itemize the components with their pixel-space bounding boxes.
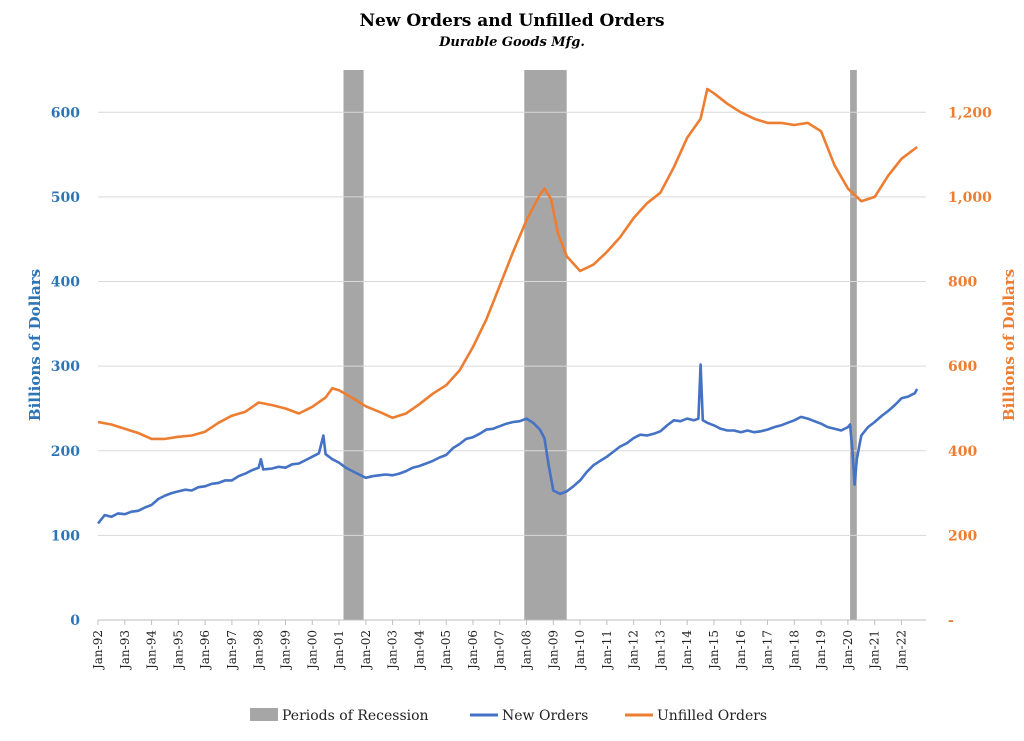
series-line-new-orders: [96, 363, 919, 525]
series-layer: [96, 87, 919, 525]
y-right-tick-label: -: [948, 613, 954, 629]
x-tick-label: Jan-02: [359, 630, 373, 671]
y-left-tick-label: 0: [70, 613, 80, 629]
y-left-tick-label: 600: [51, 105, 80, 121]
series-line-unfilled-orders: [97, 87, 918, 441]
x-tick-label: Jan-98: [252, 630, 266, 671]
y-right-tick-label: 1,200: [948, 105, 992, 121]
x-tick-label: Jan-21: [868, 630, 882, 671]
x-tick-label: Jan-05: [439, 630, 453, 671]
legend-swatch: [250, 708, 278, 721]
x-tick-label: Jan-20: [841, 630, 855, 671]
x-tick-label: Jan-06: [466, 630, 480, 671]
x-tick-label: Jan-08: [520, 630, 534, 671]
y-left-tick-label: 200: [51, 444, 80, 460]
x-tick-label: Jan-07: [493, 630, 507, 671]
legend: Periods of Recession New Orders Unfilled O…: [250, 708, 767, 724]
x-tick-label: Jan-09: [546, 630, 560, 671]
recession-bar: [524, 70, 567, 620]
x-tick-label: Jan-01: [332, 630, 346, 671]
x-tick-label: Jan-94: [145, 630, 159, 671]
y-right-tick-label: 1,000: [948, 190, 992, 206]
legend-item: New Orders: [470, 708, 588, 724]
recession-layer: [343, 70, 857, 620]
x-tick-label: Jan-00: [305, 630, 319, 671]
y-left-tick-label: 300: [51, 359, 80, 375]
x-tick-label: Jan-92: [91, 630, 105, 671]
x-tick-label: Jan-95: [171, 630, 185, 671]
chart-subtitle: Durable Goods Mfg.: [438, 35, 585, 50]
x-tick-label: Jan-22: [894, 630, 908, 671]
x-tick-label: Jan-93: [118, 630, 132, 671]
x-tick-label: Jan-99: [278, 630, 292, 671]
y-right-tick-label: 200: [948, 528, 977, 544]
x-tick-label: Jan-12: [627, 630, 641, 671]
x-tick-label: Jan-10: [573, 630, 587, 671]
legend-label: New Orders: [502, 708, 588, 724]
legend-label: Unfilled Orders: [657, 708, 767, 724]
y-left-tick-label: 500: [51, 190, 80, 206]
y-right-tick-label: 600: [948, 359, 977, 375]
x-tick-label: Jan-03: [386, 630, 400, 671]
legend-label: Periods of Recession: [282, 708, 429, 724]
y-right-tick-label: 400: [948, 444, 977, 460]
x-tick-label: Jan-04: [412, 630, 426, 671]
chart-title: New Orders and Unfilled Orders: [359, 11, 664, 31]
x-tick-label: Jan-11: [600, 630, 614, 671]
axis-layer: 0 100 200 300 400 500 600 - 200 400 600 800 1,000 1,2…: [51, 105, 992, 671]
x-tick-label: Jan-18: [787, 630, 801, 671]
grid-layer: [98, 111, 926, 536]
recession-bar: [343, 70, 364, 620]
y-right-tick-label: 800: [948, 275, 977, 291]
legend-item: Unfilled Orders: [625, 708, 767, 724]
recession-bar: [850, 70, 857, 620]
y-left-tick-label: 100: [51, 528, 80, 544]
x-tick-label: Jan-96: [198, 630, 212, 671]
x-tick-label: Jan-13: [653, 630, 667, 671]
x-tick-label: Jan-16: [734, 630, 748, 671]
x-tick-label: Jan-19: [814, 630, 828, 671]
x-tick-label: Jan-97: [225, 630, 239, 671]
y-right-axis-title: Billions of Dollars: [1000, 269, 1018, 421]
x-tick-label: Jan-15: [707, 630, 721, 671]
y-left-axis-title: Billions of Dollars: [26, 269, 44, 421]
x-tick-label: Jan-14: [680, 630, 694, 671]
x-tick-label: Jan-17: [761, 630, 775, 671]
legend-item: Periods of Recession: [250, 708, 429, 724]
y-left-tick-label: 400: [51, 275, 80, 291]
